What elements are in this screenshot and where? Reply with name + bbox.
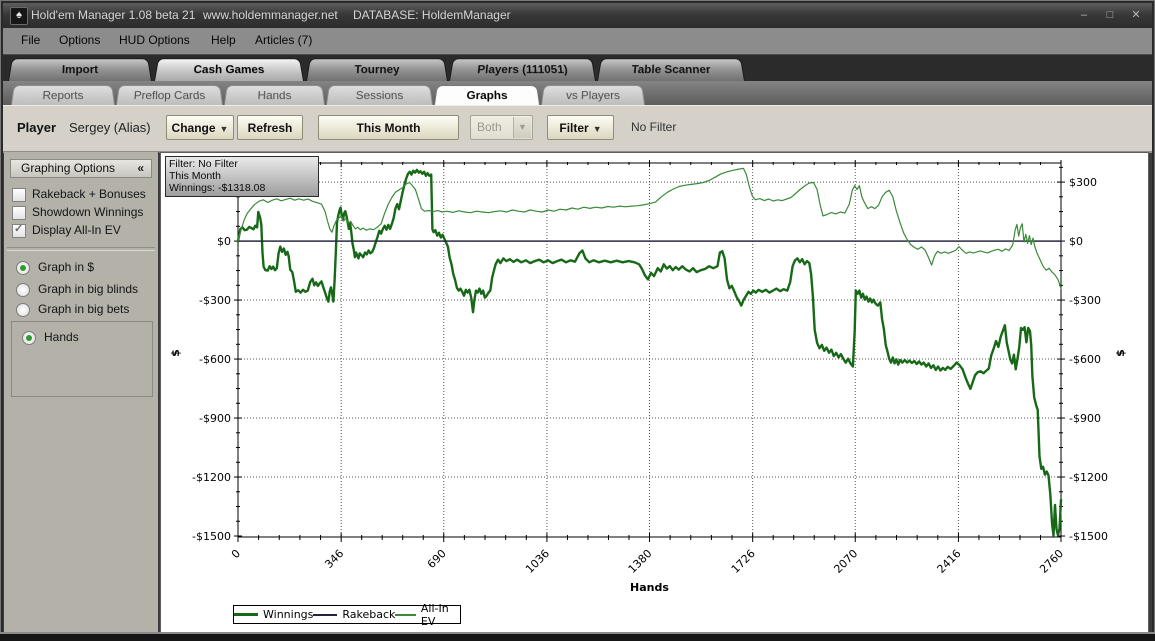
- chart-tooltip: Filter: No Filter This Month Winnings: -…: [165, 156, 319, 197]
- svg-text:1726: 1726: [729, 547, 758, 576]
- svg-text:2416: 2416: [935, 547, 964, 576]
- radio-graph-in-big-blinds[interactable]: Graph in big blinds: [12, 282, 138, 298]
- checkbox-rakeback-bonuses[interactable]: ✓ Rakeback + Bonuses: [12, 187, 146, 203]
- tooltip-filter-line: Filter: No Filter: [169, 158, 238, 170]
- collapse-panel-button[interactable]: «: [137, 161, 144, 175]
- radio-icon: [16, 261, 30, 275]
- radio-icon: [22, 331, 36, 345]
- svg-text:-$1500: -$1500: [192, 530, 231, 543]
- svg-text:1380: 1380: [626, 547, 655, 576]
- menu-bar: File Options HUD Options Help Articles (…: [3, 28, 1152, 55]
- svg-text:$0: $0: [1069, 235, 1083, 248]
- chevron-down-icon: ▼: [592, 124, 602, 134]
- tab-players[interactable]: Players (111051): [449, 58, 596, 81]
- winnings-graph: 0346690103613801726207024162760$300$300$…: [169, 160, 1127, 594]
- subtab-preflop-cards[interactable]: Preflop Cards: [116, 85, 223, 105]
- graphing-options-panel: Graphing Options « ✓ Rakeback + Bonuses …: [4, 152, 159, 634]
- sub-tab-bar: Reports Preflop Cards Hands Sessions Gra…: [3, 81, 1152, 106]
- filter-button[interactable]: Filter ▼: [547, 115, 614, 140]
- tab-tourney[interactable]: Tourney: [306, 58, 448, 81]
- title-bar: ♠ Hold'em Manager 1.08 beta 21 www.holde…: [3, 3, 1152, 28]
- radio-hands[interactable]: Hands: [18, 330, 79, 346]
- database-label: DATABASE: HoldemManager: [353, 8, 511, 22]
- svg-text:-$1200: -$1200: [1069, 471, 1108, 484]
- menu-articles[interactable]: Articles (7): [255, 33, 313, 47]
- svg-text:Hands: Hands: [630, 581, 669, 594]
- svg-text:690: 690: [425, 547, 449, 571]
- svg-text:-$300: -$300: [199, 294, 231, 307]
- separator: [7, 247, 155, 251]
- svg-text:1036: 1036: [523, 547, 552, 576]
- svg-text:-$300: -$300: [1069, 294, 1101, 307]
- filter-status: No Filter: [631, 120, 677, 134]
- refresh-button[interactable]: Refresh: [237, 115, 303, 140]
- subtab-graphs[interactable]: Graphs: [434, 85, 540, 105]
- player-name: Sergey (Alias): [69, 120, 151, 135]
- period-button[interactable]: This Month: [318, 115, 459, 140]
- svg-text:0: 0: [229, 547, 243, 561]
- checkbox-icon: ✓: [12, 223, 26, 238]
- subtab-sessions[interactable]: Sessions: [326, 85, 433, 105]
- player-toolbar: Player Sergey (Alias) Change ▼ Refresh Th…: [3, 105, 1152, 153]
- checkbox-showdown-winnings[interactable]: ✓ Showdown Winnings: [12, 205, 143, 221]
- checkbox-icon: ✓: [12, 206, 26, 220]
- checkbox-icon: ✓: [12, 188, 26, 202]
- legend-item-winnings: Winnings: [234, 608, 313, 621]
- radio-icon: [16, 303, 30, 317]
- subtab-reports[interactable]: Reports: [11, 85, 115, 105]
- change-player-button[interactable]: Change ▼: [166, 115, 234, 140]
- svg-text:2760: 2760: [1037, 547, 1066, 576]
- svg-text:-$900: -$900: [1069, 412, 1101, 425]
- menu-help[interactable]: Help: [211, 33, 236, 47]
- main-tab-bar: Import Cash Games Tourney Players (11105…: [3, 55, 1152, 81]
- subtab-vs-players[interactable]: vs Players: [541, 85, 645, 105]
- svg-text:-$600: -$600: [1069, 353, 1101, 366]
- tab-table-scanner[interactable]: Table Scanner: [597, 58, 745, 81]
- svg-text:-$600: -$600: [199, 353, 231, 366]
- menu-file[interactable]: File: [21, 33, 41, 47]
- rakeback-line-swatch: [313, 613, 338, 616]
- allin-ev-line-swatch: [395, 613, 416, 616]
- subtab-hands[interactable]: Hands: [224, 85, 325, 105]
- svg-text:-$900: -$900: [199, 412, 231, 425]
- radio-graph-in-dollars[interactable]: Graph in $: [12, 260, 94, 276]
- chevron-down-icon: ▼: [513, 117, 531, 138]
- svg-text:-$1500: -$1500: [1069, 530, 1108, 543]
- tab-import[interactable]: Import: [8, 58, 152, 81]
- app-icon: ♠: [10, 7, 28, 25]
- winnings-line-swatch: [234, 613, 258, 616]
- legend-item-rakeback: Rakeback: [313, 608, 395, 621]
- svg-text:$300: $300: [1069, 176, 1097, 189]
- svg-text:$0: $0: [217, 235, 231, 248]
- maximize-button[interactable]: □: [1106, 9, 1114, 21]
- tab-cash-games[interactable]: Cash Games: [154, 58, 304, 81]
- graphing-options-header: Graphing Options «: [10, 159, 152, 178]
- menu-options[interactable]: Options: [59, 33, 101, 47]
- svg-text:$: $: [169, 349, 182, 357]
- tooltip-winnings-line: Winnings: -$1318.08: [169, 182, 266, 194]
- svg-text:346: 346: [322, 547, 346, 571]
- x-axis-options-box: Hands: [11, 321, 153, 397]
- close-button[interactable]: ✕: [1131, 9, 1141, 21]
- radio-icon: [16, 283, 30, 297]
- website-link: www.holdemmanager.net: [203, 8, 338, 22]
- tooltip-period-line: This Month: [169, 170, 221, 182]
- chart-legend: Winnings Rakeback All-In EV: [233, 602, 461, 628]
- svg-text:-$1200: -$1200: [192, 471, 231, 484]
- svg-text:$: $: [1114, 349, 1127, 357]
- player-label: Player: [17, 120, 57, 135]
- window-bottom-frame: [0, 632, 1155, 641]
- chevron-down-icon: ▼: [219, 124, 229, 134]
- window-title: Hold'em Manager 1.08 beta 21: [31, 8, 196, 22]
- checkbox-display-allin-ev[interactable]: ✓ Display All-In EV: [12, 223, 121, 238]
- graph-panel: 0346690103613801726207024162760$300$300$…: [160, 152, 1149, 634]
- table-type-select[interactable]: Both ▼: [470, 115, 533, 140]
- radio-graph-in-big-bets[interactable]: Graph in big bets: [12, 302, 129, 318]
- legend-item-allin-ev: All-In EV: [395, 602, 460, 628]
- minimize-button[interactable]: –: [1080, 9, 1088, 21]
- svg-text:2070: 2070: [831, 547, 860, 576]
- menu-hud-options[interactable]: HUD Options: [119, 33, 190, 47]
